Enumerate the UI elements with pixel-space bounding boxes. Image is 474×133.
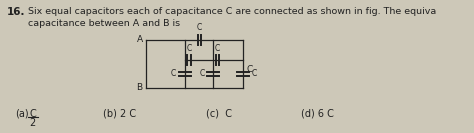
- Text: C: C: [171, 70, 176, 78]
- Text: (c)  C: (c) C: [206, 108, 232, 118]
- Text: (a): (a): [16, 108, 29, 118]
- Text: (d) 6 C: (d) 6 C: [301, 108, 334, 118]
- Text: (b) 2 C: (b) 2 C: [103, 108, 137, 118]
- Text: 2: 2: [29, 118, 36, 128]
- Text: capacitance between A and B is: capacitance between A and B is: [28, 19, 181, 28]
- Text: B: B: [137, 84, 143, 92]
- Text: C: C: [197, 23, 202, 32]
- Text: C: C: [252, 70, 257, 78]
- Text: C: C: [247, 65, 253, 74]
- Text: C: C: [215, 44, 220, 53]
- Text: 16.: 16.: [7, 7, 26, 17]
- Text: C: C: [187, 44, 192, 53]
- Text: C: C: [29, 109, 36, 119]
- Text: A: A: [137, 36, 143, 45]
- Text: Six equal capacitors each of capacitance C are connected as shown in fig. The eq: Six equal capacitors each of capacitance…: [28, 7, 437, 16]
- Text: C: C: [200, 70, 205, 78]
